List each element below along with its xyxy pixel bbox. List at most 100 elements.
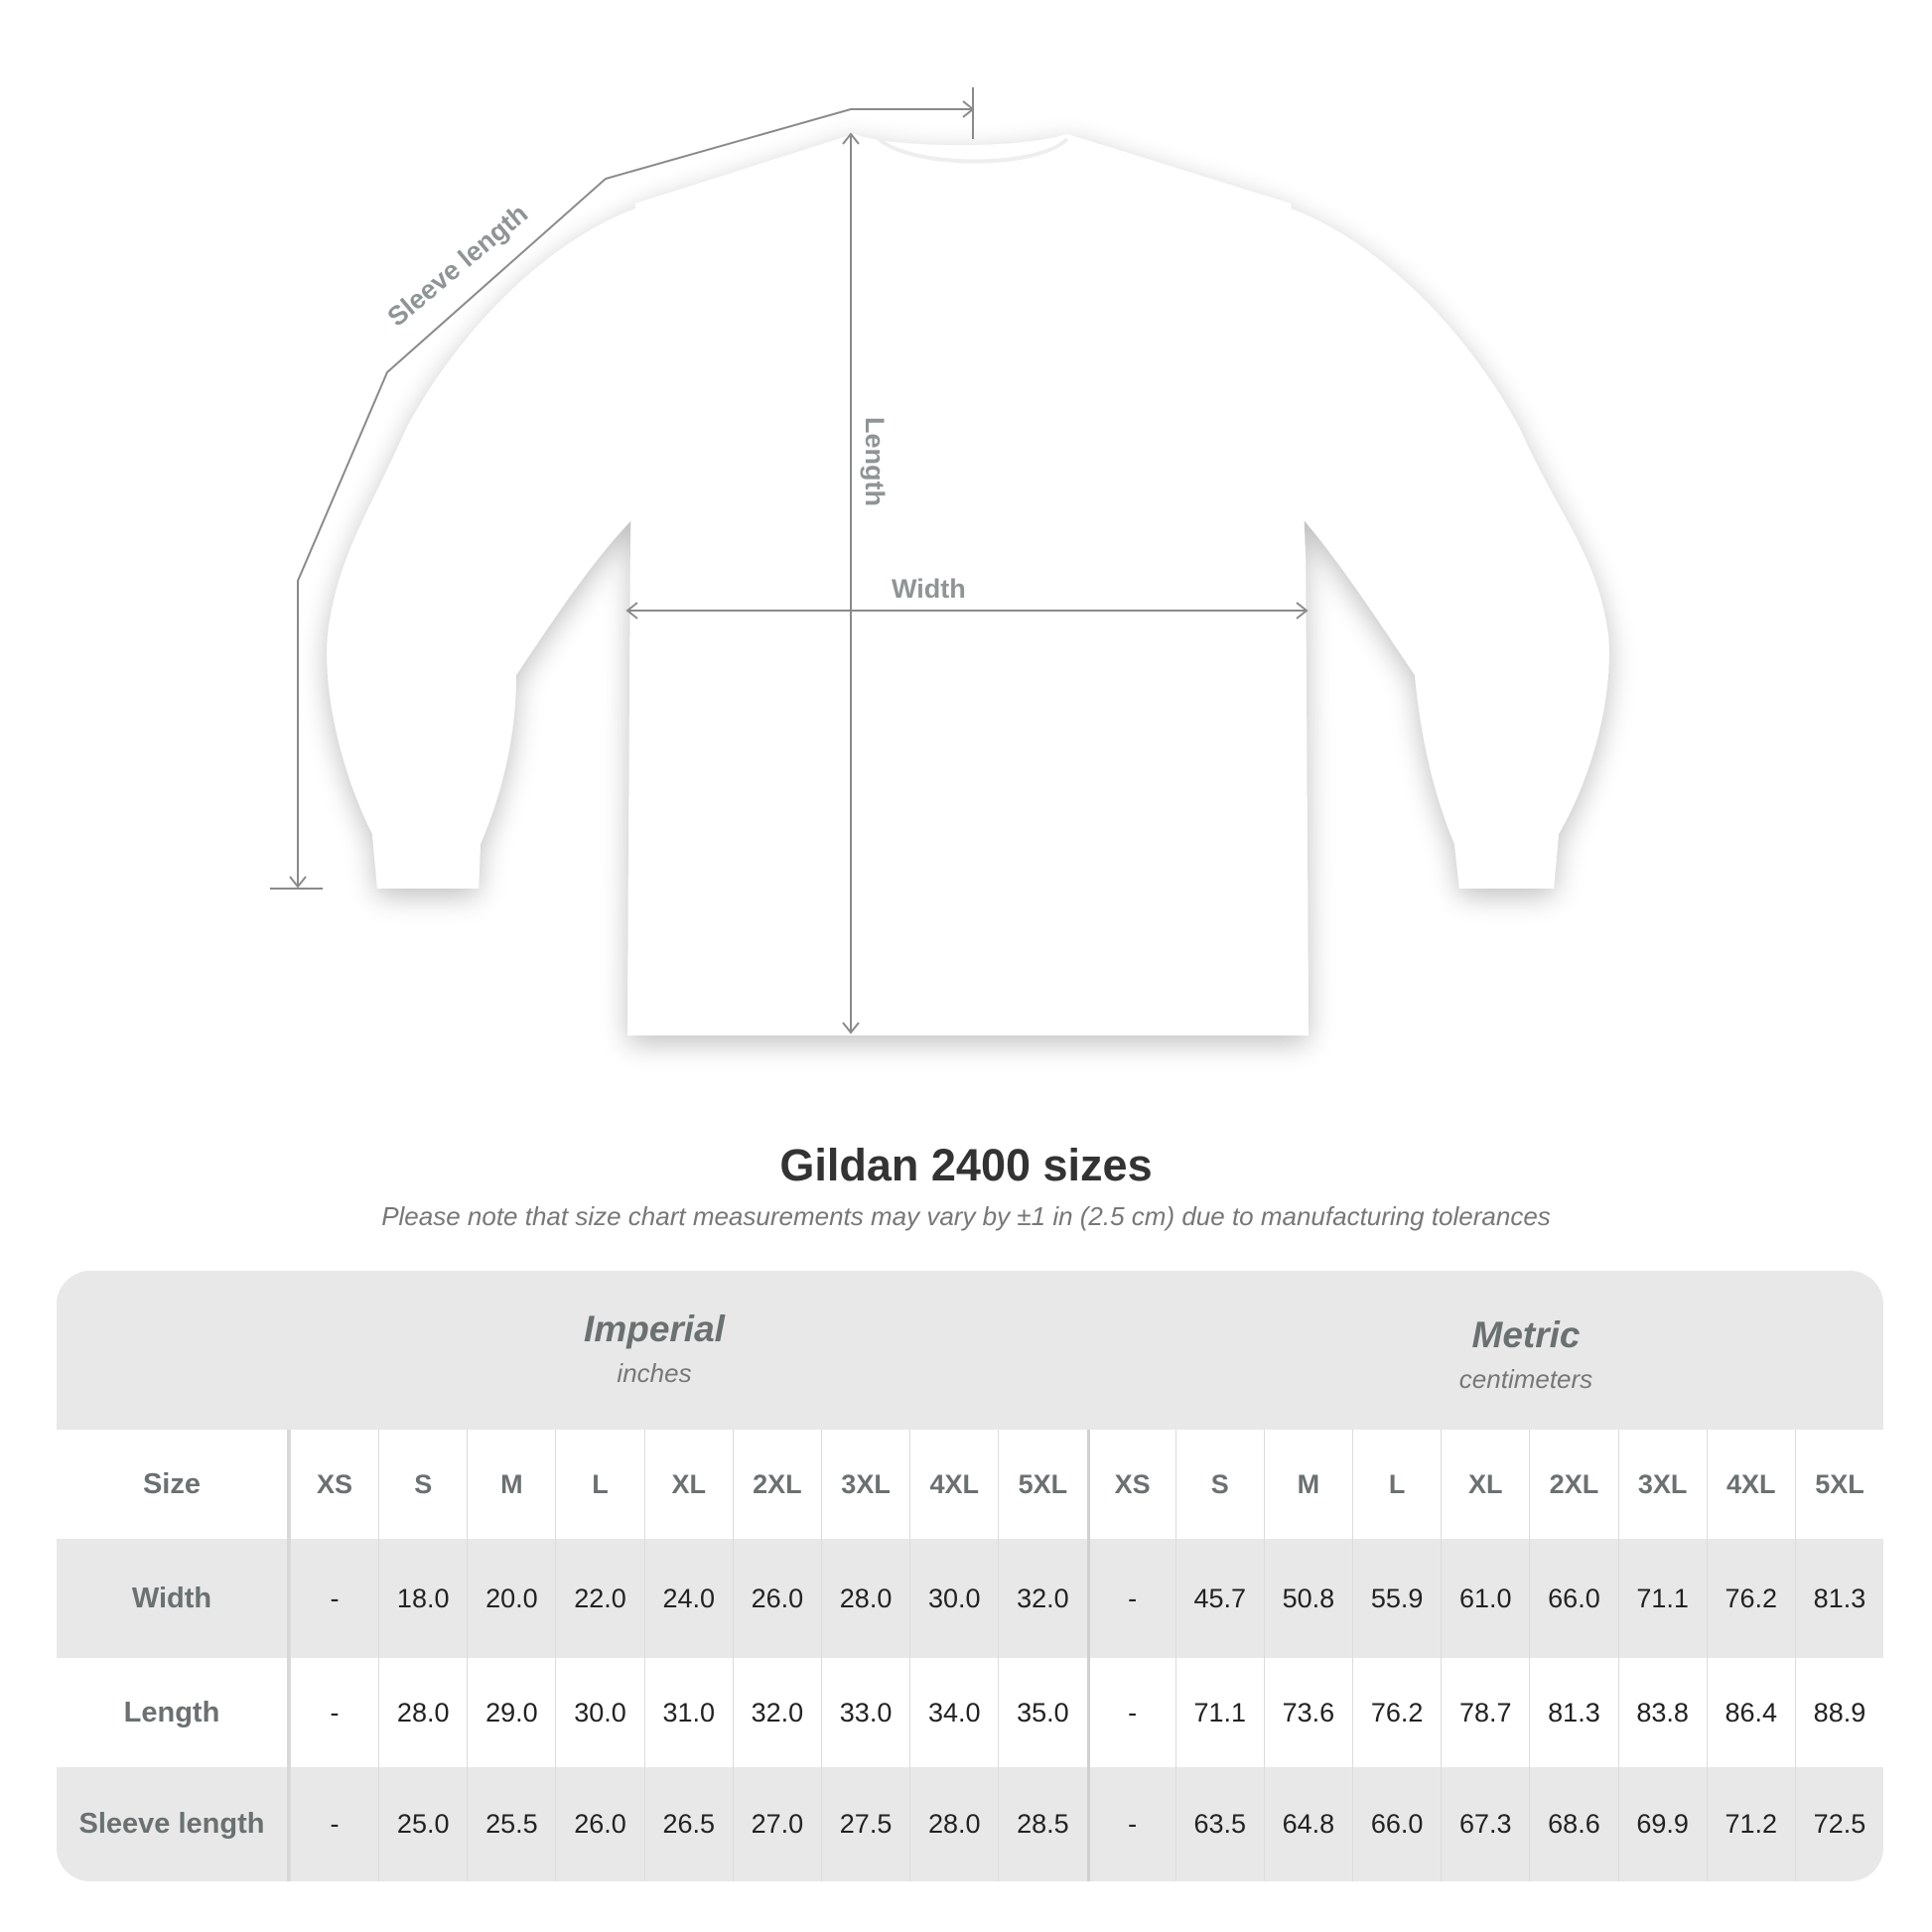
imperial-value-cell: 25.0 bbox=[378, 1767, 467, 1881]
metric-value-cell: 64.8 bbox=[1263, 1767, 1352, 1881]
table-row-sleeve-length: Sleeve length -25.0 25.5 26.0 26.5 27.0 27.5 28… bbox=[57, 1767, 1883, 1881]
size-table: Imperial inches Metric centimeters Size … bbox=[57, 1271, 1883, 1881]
imperial-value-cell: - bbox=[289, 1767, 378, 1881]
metric-value-cell: 73.6 bbox=[1263, 1658, 1352, 1767]
imperial-size-header: 3XL bbox=[820, 1430, 909, 1539]
imperial-value-cell: 27.5 bbox=[820, 1767, 909, 1881]
imperial-size-header: 5XL bbox=[998, 1430, 1086, 1539]
imperial-size-header: XL bbox=[643, 1430, 733, 1539]
metric-value-cell: 78.7 bbox=[1441, 1658, 1529, 1767]
metric-value-cell: 71.2 bbox=[1706, 1767, 1795, 1881]
metric-value-cell: 69.9 bbox=[1617, 1767, 1707, 1881]
shirt-right-sleeve bbox=[1291, 208, 1609, 889]
metric-size-header: 3XL bbox=[1617, 1430, 1707, 1539]
metric-value-cell: 71.1 bbox=[1174, 1658, 1264, 1767]
imperial-value-cell: 27.0 bbox=[732, 1767, 821, 1881]
imperial-value-cell: 31.0 bbox=[643, 1658, 733, 1767]
metric-value-cell: 81.3 bbox=[1794, 1539, 1883, 1658]
metric-value-cell: - bbox=[1086, 1539, 1175, 1658]
metric-unit: centimeters bbox=[1458, 1364, 1593, 1394]
imperial-value-cell: 30.0 bbox=[555, 1658, 643, 1767]
imperial-value-cell: 26.0 bbox=[555, 1767, 643, 1881]
sleeve-length-line bbox=[297, 108, 973, 887]
metric-value-cell: 45.7 bbox=[1174, 1539, 1264, 1658]
metric-value-cell: 63.5 bbox=[1174, 1767, 1264, 1881]
metric-value-cell: 61.0 bbox=[1441, 1539, 1529, 1658]
imperial-value-cell: 28.0 bbox=[378, 1658, 467, 1767]
metric-value-cell: 66.0 bbox=[1529, 1539, 1617, 1658]
imperial-size-header: L bbox=[555, 1430, 643, 1539]
metric-size-header: L bbox=[1352, 1430, 1441, 1539]
imperial-value-cell: 30.0 bbox=[909, 1539, 998, 1658]
metric-size-header: 4XL bbox=[1706, 1430, 1795, 1539]
row-label: Width bbox=[57, 1539, 290, 1658]
imperial-value-cell: 22.0 bbox=[555, 1539, 643, 1658]
imperial-value-cell: 32.0 bbox=[732, 1658, 821, 1767]
row-label: Length bbox=[57, 1658, 290, 1767]
size-label: Size bbox=[57, 1430, 290, 1539]
imperial-value-cell: 26.5 bbox=[643, 1767, 733, 1881]
imperial-value-cell: 34.0 bbox=[909, 1658, 998, 1767]
metric-size-header: XS bbox=[1086, 1430, 1175, 1539]
imperial-unit: inches bbox=[617, 1358, 692, 1388]
metric-value-cell: 76.2 bbox=[1706, 1539, 1795, 1658]
imperial-value-cell: - bbox=[289, 1658, 378, 1767]
imperial-value-cell: 28.0 bbox=[820, 1539, 909, 1658]
table-row-length: Length -28.0 29.0 30.0 31.0 32.0 33.0 34.0 35.0-… bbox=[57, 1658, 1883, 1767]
imperial-size-header: 2XL bbox=[732, 1430, 821, 1539]
imperial-value-cell: 29.0 bbox=[467, 1658, 555, 1767]
metric-value-cell: 66.0 bbox=[1352, 1767, 1441, 1881]
metric-header: Metric centimeters bbox=[1178, 1314, 1873, 1395]
imperial-value-cell: 25.5 bbox=[467, 1767, 555, 1881]
imperial-size-header: S bbox=[378, 1430, 467, 1539]
unit-header-band: Imperial inches Metric centimeters bbox=[57, 1271, 1883, 1430]
shirt-body bbox=[627, 134, 1309, 1035]
imperial-value-cell: 26.0 bbox=[732, 1539, 821, 1658]
imperial-value-cell: 28.5 bbox=[998, 1767, 1086, 1881]
metric-value-cell: 88.9 bbox=[1794, 1658, 1883, 1767]
page-title: Gildan 2400 sizes bbox=[779, 1140, 1153, 1190]
metric-value-cell: 71.1 bbox=[1617, 1539, 1707, 1658]
metric-value-cell: 86.4 bbox=[1706, 1658, 1795, 1767]
tolerance-note: Please note that size chart measurements… bbox=[381, 1201, 1551, 1231]
metric-value-cell: 68.6 bbox=[1529, 1767, 1617, 1881]
metric-size-header: S bbox=[1174, 1430, 1264, 1539]
metric-value-cell: - bbox=[1086, 1767, 1175, 1881]
metric-value-cell: 67.3 bbox=[1441, 1767, 1529, 1881]
shirt-collar bbox=[877, 137, 1069, 164]
imperial-value-cell: 28.0 bbox=[909, 1767, 998, 1881]
measure-lines bbox=[270, 87, 1309, 1035]
metric-size-header: M bbox=[1263, 1430, 1352, 1539]
metric-value-cell: 50.8 bbox=[1263, 1539, 1352, 1658]
imperial-size-header: M bbox=[467, 1430, 555, 1539]
metric-value-cell: - bbox=[1086, 1658, 1175, 1767]
imperial-value-cell: 33.0 bbox=[820, 1658, 909, 1767]
shirt-left-sleeve bbox=[327, 208, 635, 889]
table-row-width: Width -18.0 20.0 22.0 24.0 26.0 28.0 30.0 32.0-4… bbox=[57, 1539, 1883, 1658]
metric-value-cell: 76.2 bbox=[1352, 1658, 1441, 1767]
imperial-header: Imperial inches bbox=[307, 1309, 1002, 1389]
size-header-row: Size XS S M L XL 2XL 3XL 4XL 5XL XS S M L XL 2XL 3XL 4XL… bbox=[57, 1430, 1883, 1539]
metric-value-cell: 83.8 bbox=[1617, 1658, 1707, 1767]
metric-size-header: 2XL bbox=[1529, 1430, 1617, 1539]
imperial-value-cell: 35.0 bbox=[998, 1658, 1086, 1767]
imperial-size-header: 4XL bbox=[909, 1430, 998, 1539]
shirt-illustration bbox=[327, 134, 1609, 1035]
metric-value-cell: 81.3 bbox=[1529, 1658, 1617, 1767]
metric-size-header: 5XL bbox=[1794, 1430, 1883, 1539]
imperial-value-cell: 32.0 bbox=[998, 1539, 1086, 1658]
imperial-value-cell: 24.0 bbox=[643, 1539, 733, 1658]
imperial-value-cell: 20.0 bbox=[467, 1539, 555, 1658]
shirt-diagram: Sleeve length Length Width bbox=[270, 87, 1609, 1035]
width-label: Width bbox=[892, 574, 966, 604]
imperial-size-header: XS bbox=[289, 1430, 378, 1539]
length-label: Length bbox=[860, 417, 890, 506]
metric-value-cell: 72.5 bbox=[1794, 1767, 1883, 1881]
metric-title: Metric bbox=[1471, 1314, 1581, 1355]
imperial-value-cell: 18.0 bbox=[378, 1539, 467, 1658]
metric-size-header: XL bbox=[1441, 1430, 1529, 1539]
row-label: Sleeve length bbox=[57, 1767, 290, 1881]
imperial-value-cell: - bbox=[289, 1539, 378, 1658]
imperial-title: Imperial bbox=[584, 1309, 725, 1349]
metric-value-cell: 55.9 bbox=[1352, 1539, 1441, 1658]
